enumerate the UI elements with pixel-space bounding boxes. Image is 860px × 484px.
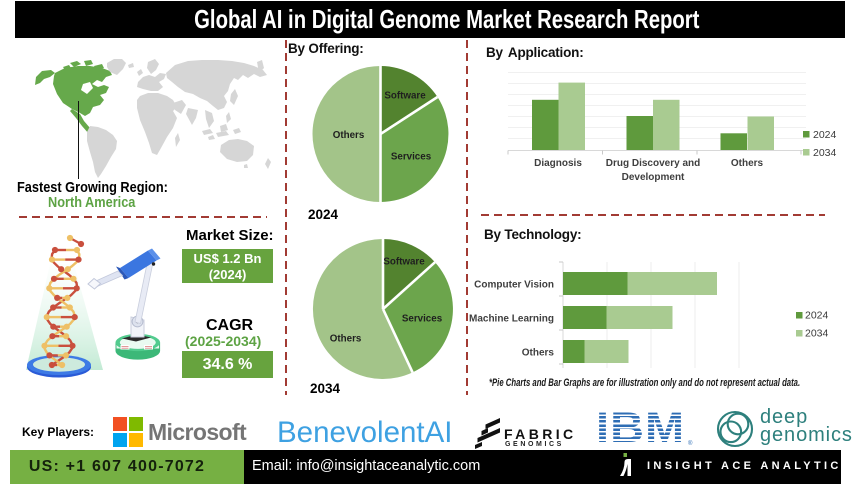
svg-text:Services: Services — [391, 152, 432, 163]
svg-text:Others: Others — [330, 334, 362, 345]
svg-text:Others: Others — [522, 348, 555, 359]
svg-text:Machine Learning: Machine Learning — [469, 314, 554, 325]
svg-text:Services: Services — [402, 314, 443, 325]
svg-text:2034: 2034 — [813, 147, 837, 159]
svg-text:Others: Others — [731, 158, 764, 169]
svg-text:Software: Software — [383, 257, 425, 268]
svg-text:Diagnosis: Diagnosis — [534, 158, 582, 169]
svg-text:Others: Others — [333, 130, 365, 141]
svg-text:2024: 2024 — [805, 310, 829, 322]
svg-text:2034: 2034 — [805, 328, 829, 340]
svg-text:Drug Discovery and: Drug Discovery and — [606, 158, 700, 169]
svg-text:Development: Development — [622, 172, 685, 183]
svg-text:Computer Vision: Computer Vision — [474, 280, 554, 291]
svg-text:2024: 2024 — [813, 129, 837, 141]
svg-text:Software: Software — [384, 91, 426, 102]
